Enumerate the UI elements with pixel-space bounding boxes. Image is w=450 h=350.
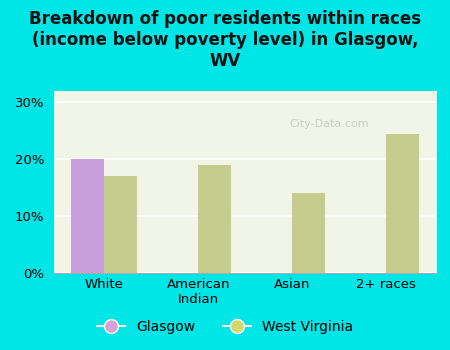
Text: Breakdown of poor residents within races
(income below poverty level) in Glasgow: Breakdown of poor residents within races… <box>29 10 421 70</box>
Legend: Glasgow, West Virginia: Glasgow, West Virginia <box>91 314 359 340</box>
Bar <box>104 176 137 273</box>
Text: City-Data.com: City-Data.com <box>290 119 369 129</box>
Bar <box>292 193 325 273</box>
Bar <box>386 134 419 273</box>
Bar <box>72 159 104 273</box>
Bar <box>198 165 231 273</box>
